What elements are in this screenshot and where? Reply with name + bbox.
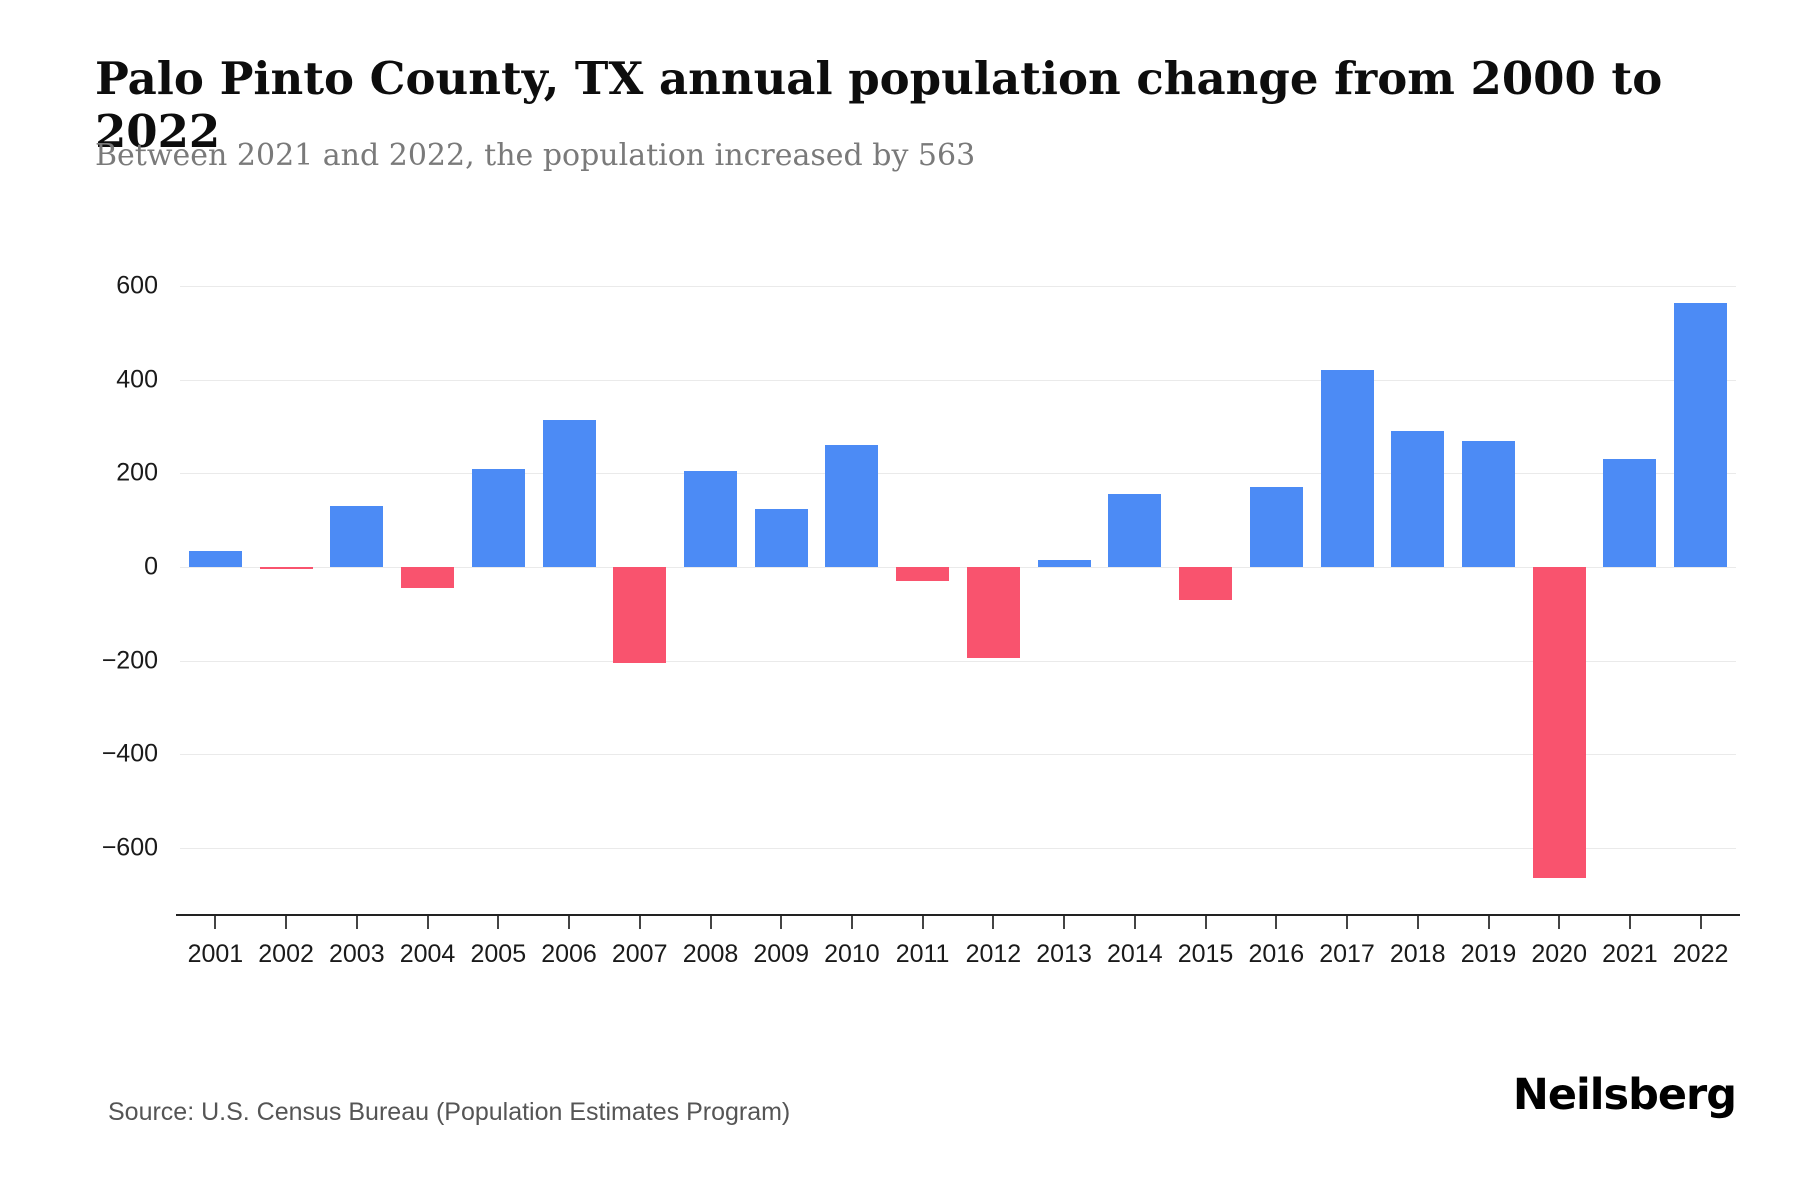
bar-2006[interactable]	[542, 419, 596, 567]
bar-2009[interactable]	[754, 508, 808, 567]
x-tick-label-2018: 2018	[1389, 940, 1446, 968]
x-tick-label-2005: 2005	[470, 940, 527, 968]
y-tick-label-400: 400	[116, 365, 158, 394]
bar-2003[interactable]	[330, 506, 384, 567]
chart-subtitle: Between 2021 and 2022, the population in…	[95, 138, 976, 173]
x-tick-2007	[638, 916, 641, 929]
x-tick-label-2007: 2007	[611, 940, 668, 968]
gridline-0	[180, 567, 1736, 568]
x-tick-2014	[1133, 916, 1136, 929]
x-tick-2020	[1558, 916, 1561, 929]
x-tick-2004	[426, 916, 429, 929]
x-tick-label-2016: 2016	[1248, 940, 1305, 968]
x-tick-2019	[1487, 916, 1490, 929]
bar-2004[interactable]	[401, 567, 454, 589]
bar-2014[interactable]	[1108, 494, 1162, 567]
x-tick-2011	[921, 916, 924, 929]
x-tick-label-2019: 2019	[1460, 940, 1517, 968]
x-tick-2012	[992, 916, 995, 929]
x-tick-label-2010: 2010	[824, 940, 880, 968]
bar-2019[interactable]	[1462, 440, 1515, 568]
bar-2021[interactable]	[1603, 459, 1657, 567]
x-tick-label-2022: 2022	[1672, 940, 1729, 968]
x-tick-label-2002: 2002	[258, 940, 314, 968]
y-tick-label--400: −400	[101, 739, 158, 768]
x-tick-2008	[709, 916, 712, 929]
x-tick-label-2013: 2013	[1036, 940, 1092, 968]
x-tick-label-2011: 2011	[895, 940, 950, 968]
bar-2016[interactable]	[1249, 487, 1303, 567]
source-note: Source: U.S. Census Bureau (Population E…	[108, 1098, 791, 1126]
x-tick-label-2001: 2001	[187, 940, 244, 968]
x-tick-2009	[780, 916, 783, 929]
y-tick-label-0: 0	[144, 552, 158, 581]
x-tick-label-2012: 2012	[965, 940, 1022, 968]
bar-2010[interactable]	[825, 445, 879, 567]
bar-2017[interactable]	[1320, 370, 1374, 567]
bar-2022[interactable]	[1674, 303, 1728, 567]
bar-2013[interactable]	[1037, 560, 1091, 567]
x-tick-2015	[1204, 916, 1207, 929]
gridline-600	[180, 286, 1736, 287]
bar-2018[interactable]	[1391, 431, 1445, 567]
chart-title: Palo Pinto County, TX annual population …	[95, 52, 1663, 158]
gridline--600	[180, 848, 1736, 849]
x-tick-label-2015: 2015	[1177, 940, 1234, 968]
x-tick-label-2014: 2014	[1106, 940, 1163, 968]
x-tick-label-2004: 2004	[399, 940, 456, 968]
plot-area: −600 −400 −200 0 200 400 600 2001 2002 2003 2004 20…	[102, 250, 1740, 968]
bar-2011[interactable]	[896, 567, 950, 581]
gridline-200	[180, 473, 1736, 475]
x-tick-2006	[568, 916, 570, 929]
neilsberg-logo: Neilsberg	[1512, 1070, 1737, 1120]
x-tick-2005	[497, 916, 500, 929]
bar-2002[interactable]	[259, 567, 313, 569]
x-tick-2002	[285, 916, 288, 929]
gridline-400	[180, 379, 1736, 381]
y-tick-label--600: −600	[101, 833, 158, 862]
x-tick-label-2006: 2006	[541, 940, 597, 968]
bar-2008[interactable]	[684, 471, 737, 567]
bar-2001[interactable]	[188, 550, 242, 567]
x-tick-2017	[1346, 916, 1348, 929]
bar-2012[interactable]	[966, 567, 1020, 659]
x-tick-label-2003: 2003	[328, 940, 385, 968]
bar-2007[interactable]	[613, 567, 667, 663]
gridline--200	[180, 660, 1736, 662]
x-tick-2016	[1275, 916, 1278, 929]
x-tick-label-2020: 2020	[1531, 940, 1587, 968]
x-tick-label-2017: 2017	[1319, 940, 1375, 968]
bar-2020[interactable]	[1532, 567, 1586, 879]
y-tick-label--200: −200	[101, 646, 158, 675]
x-tick-2010	[850, 916, 853, 929]
x-tick-2001	[214, 916, 217, 929]
x-tick-2018	[1416, 916, 1419, 929]
x-tick-label-2021: 2021	[1602, 940, 1658, 968]
x-tick-2022	[1699, 916, 1702, 929]
x-tick-2013	[1063, 916, 1066, 929]
x-tick-2021	[1628, 916, 1631, 929]
x-tick-label-2008: 2008	[682, 940, 739, 968]
y-tick-label-600: 600	[116, 271, 158, 300]
gridline--400	[180, 754, 1736, 756]
bar-2005[interactable]	[471, 468, 525, 567]
bar-2015[interactable]	[1179, 567, 1232, 600]
y-tick-label-200: 200	[116, 458, 158, 487]
x-tick-label-2009: 2009	[753, 940, 809, 968]
x-tick-2003	[355, 916, 358, 929]
x-axis-line	[176, 914, 1740, 916]
